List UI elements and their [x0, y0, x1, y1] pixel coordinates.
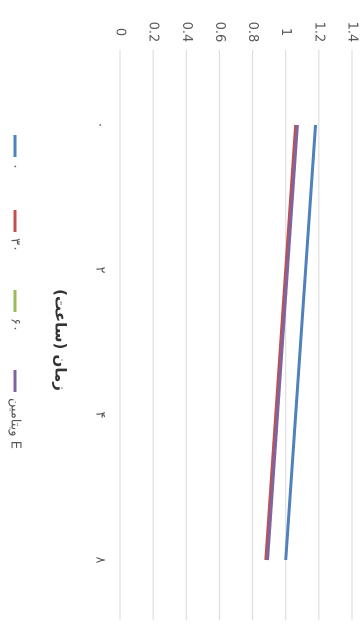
- x-axis-title: زمان (ساعت): [52, 289, 70, 391]
- y-tick-label: 0.2: [146, 22, 161, 43]
- y-tick-label: 0.8: [245, 22, 260, 43]
- legend-label: ۳۰: [8, 238, 23, 252]
- x-tick-label: ۴: [93, 412, 108, 419]
- y-tick-label: 0.4: [179, 22, 194, 43]
- x-tick-label: ۸: [93, 557, 108, 564]
- x-tick-label: ۰: [93, 122, 108, 129]
- rotated-plot: زمان (ساعت) 0 0.2 0.4 0.6 0.8 1 1.2 1.4 ۰ ۲ ۴ ۸ ۰ ۳۰ ۶…: [8, 22, 360, 620]
- y-tick-label: 1.4: [345, 22, 360, 43]
- data-line: [264, 124, 298, 561]
- x-tick-label: ۲: [93, 267, 108, 274]
- y-tick-label: 1.2: [311, 22, 326, 43]
- y-tick-label: 1: [278, 28, 293, 36]
- legend-label: ویتامین E: [8, 398, 23, 449]
- legend-label: ۶۰: [8, 318, 23, 332]
- data-line: [284, 124, 318, 561]
- data-line: [265, 124, 299, 561]
- legend-label: ۰: [8, 163, 23, 170]
- y-tick-label: 0.6: [212, 22, 227, 43]
- y-tick-label: 0: [113, 28, 128, 36]
